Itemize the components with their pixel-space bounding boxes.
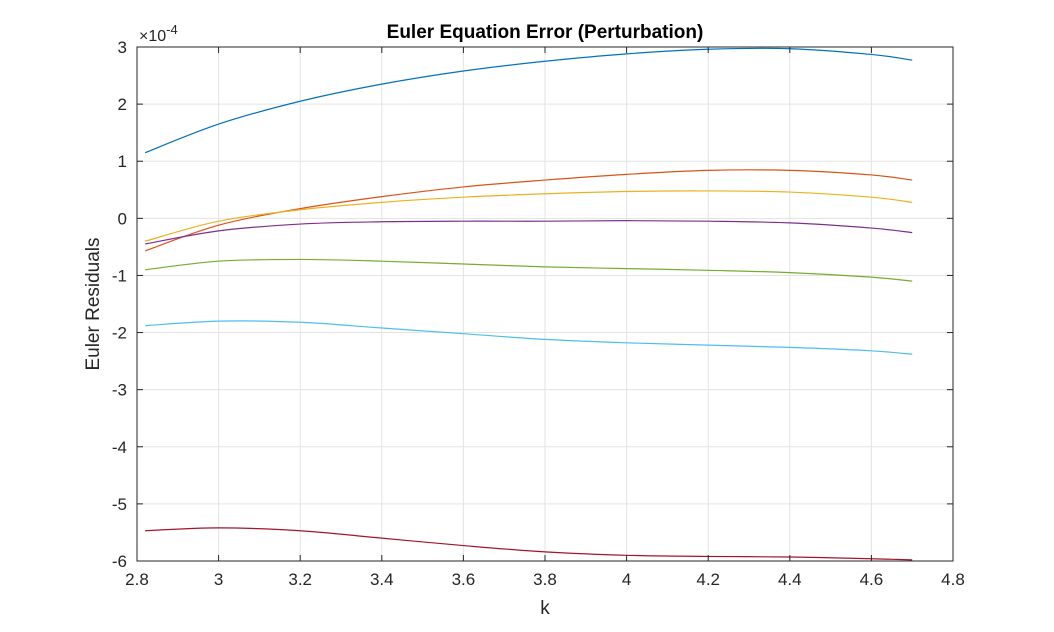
y-tick-label: 2 (118, 95, 127, 114)
y-exponent-power: -4 (166, 22, 178, 37)
y-tick-label: -6 (112, 552, 127, 571)
x-tick-label: 3.6 (452, 570, 476, 589)
x-tick-label: 3.8 (533, 570, 557, 589)
x-axis-label: k (540, 598, 550, 619)
x-tick-label: 3.4 (370, 570, 394, 589)
y-tick-label: -5 (112, 495, 127, 514)
x-tick-label: 4 (622, 570, 631, 589)
y-tick-label: 0 (118, 209, 127, 228)
y-tick-label: -1 (112, 266, 127, 285)
x-tick-label: 3 (214, 570, 223, 589)
y-exponent-prefix: ×10 (139, 28, 166, 45)
x-tick-label: 4.4 (778, 570, 802, 589)
chart-title: Euler Equation Error (Perturbation) (387, 22, 704, 43)
x-tick-label: 2.8 (125, 570, 149, 589)
series-line-1 (144, 47, 913, 154)
series-line-3 (145, 190, 913, 242)
x-tick-label: 4.6 (860, 570, 884, 589)
x-axis-ticks: 2.8 3 3.2 3.4 3.6 3.8 4 4.2 4.4 4.6 4.8 (125, 47, 965, 589)
series-line-7 (145, 527, 913, 561)
x-tick-label: 3.2 (288, 570, 312, 589)
series-line-6 (145, 320, 913, 355)
series-line-4 (145, 220, 913, 245)
y-tick-label: -4 (112, 438, 127, 457)
y-axis-ticks: 3 2 1 0 -1 -2 -3 -4 -5 -6 (112, 38, 953, 571)
y-exponent-multiplier: ×10-4 (139, 22, 178, 45)
y-tick-label: 1 (118, 152, 127, 171)
y-tick-label: -3 (112, 381, 127, 400)
x-tick-label: 4.8 (941, 570, 965, 589)
series-line-5 (145, 258, 913, 282)
y-tick-label: -2 (112, 324, 127, 343)
y-tick-label: 3 (118, 38, 127, 57)
y-axis-label: Euler Residuals (83, 237, 104, 370)
series-lines (144, 47, 913, 561)
x-tick-label: 4.2 (696, 570, 720, 589)
